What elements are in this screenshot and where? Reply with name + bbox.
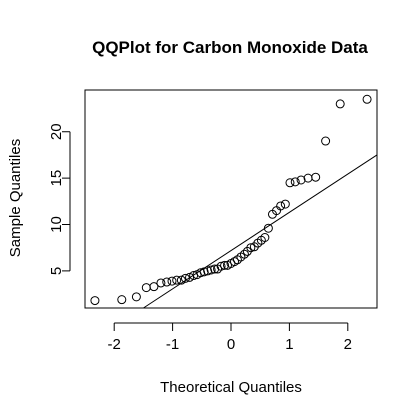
data-point — [141, 283, 151, 293]
x-tick-label: 1 — [285, 336, 293, 353]
data-point — [210, 264, 220, 274]
data-point — [362, 94, 372, 104]
data-point — [162, 277, 172, 287]
plot-area — [84, 89, 378, 309]
data-point — [196, 268, 206, 278]
chart-title: QQPlot for Carbon Monoxide Data — [92, 38, 368, 57]
reference-line — [143, 154, 378, 309]
data-point — [180, 273, 190, 283]
data-point — [117, 295, 127, 305]
data-point — [335, 99, 345, 109]
data-point — [172, 275, 182, 285]
y-tick-label: 20 — [48, 123, 65, 140]
data-point — [290, 177, 300, 187]
data-point — [203, 266, 213, 276]
data-point — [239, 249, 249, 259]
x-tick-label: -2 — [108, 336, 121, 353]
y-tick-label: 10 — [48, 216, 65, 233]
data-point — [131, 292, 141, 302]
x-tick-label: 2 — [344, 336, 352, 353]
data-point — [206, 265, 216, 275]
data-point — [230, 257, 240, 267]
y-tick-label: 5 — [48, 267, 65, 275]
data-point — [220, 260, 230, 270]
x-axis: -2 -1 0 1 2 — [108, 322, 352, 353]
data-point — [156, 278, 166, 288]
data-point — [149, 282, 159, 292]
data-point — [276, 201, 286, 211]
x-tick-label: -1 — [166, 336, 179, 353]
data-point — [199, 267, 209, 277]
data-point — [321, 136, 331, 146]
y-tick-label: 15 — [48, 170, 65, 187]
x-tick-label: 0 — [227, 336, 235, 353]
y-axis: 5 10 15 20 — [48, 123, 71, 275]
data-point — [216, 261, 226, 271]
data-point — [260, 232, 270, 242]
data-point — [285, 178, 295, 188]
data-point — [167, 276, 177, 286]
data-point — [296, 175, 306, 185]
data-point — [280, 199, 290, 209]
data-point — [185, 272, 195, 282]
data-point — [176, 275, 186, 285]
data-point — [246, 243, 256, 253]
data-point — [311, 172, 321, 182]
data-points — [90, 94, 372, 306]
x-axis-label: Theoretical Quantiles — [160, 379, 302, 396]
data-point — [263, 223, 273, 233]
y-axis-label: Sample Quantiles — [7, 139, 24, 257]
data-point — [303, 173, 313, 183]
data-point — [90, 296, 100, 306]
